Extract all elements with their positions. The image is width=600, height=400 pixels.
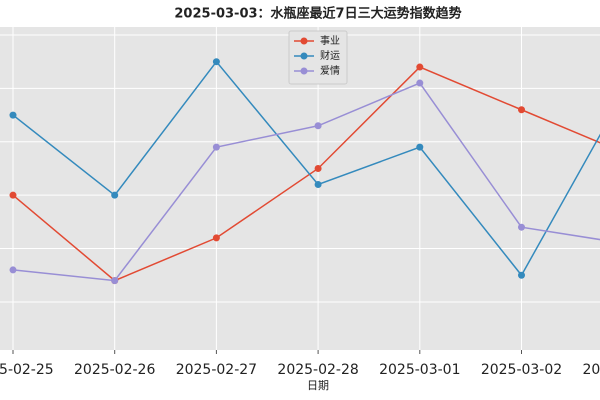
data-point [314, 122, 322, 130]
data-point [9, 266, 17, 274]
data-point [212, 234, 220, 242]
data-point [314, 180, 322, 188]
x-tick-label: 2025-03-02 [481, 362, 562, 378]
x-tick-label: 2025-02-25 [0, 362, 54, 378]
x-tick-label: 2025-02-28 [277, 362, 358, 378]
data-point [416, 63, 424, 71]
x-tick-label: 2025-02-27 [176, 362, 257, 378]
data-point [111, 191, 119, 199]
data-point [111, 277, 119, 285]
data-point [212, 143, 220, 151]
legend-label: 财运 [320, 49, 340, 62]
legend-marker [300, 67, 308, 75]
data-point [212, 58, 220, 66]
data-point [314, 164, 322, 172]
legend-label: 事业 [320, 34, 340, 47]
x-axis-label: 日期 [307, 379, 329, 392]
data-point [416, 143, 424, 151]
x-tick-label: 2025-02-26 [74, 362, 155, 378]
x-tick-label: 2025-03-01 [379, 362, 460, 378]
data-point [518, 271, 525, 279]
lines [9, 58, 600, 285]
data-point [518, 223, 525, 231]
data-point [9, 111, 17, 119]
legend-marker [300, 37, 308, 45]
data-point [9, 191, 17, 199]
legend-marker [300, 52, 308, 60]
x-tick-label: 2025-03-03 [583, 362, 600, 378]
chart-title: 2025-03-03：水瓶座最近7日三大运势指数趋势 [174, 6, 461, 22]
grid: 2025-02-25 2025-02-26 2025-02-27 2025-02-28… [0, 27, 600, 378]
data-point [518, 106, 525, 114]
legend-label: 爱情 [320, 64, 340, 77]
data-point [416, 79, 424, 87]
